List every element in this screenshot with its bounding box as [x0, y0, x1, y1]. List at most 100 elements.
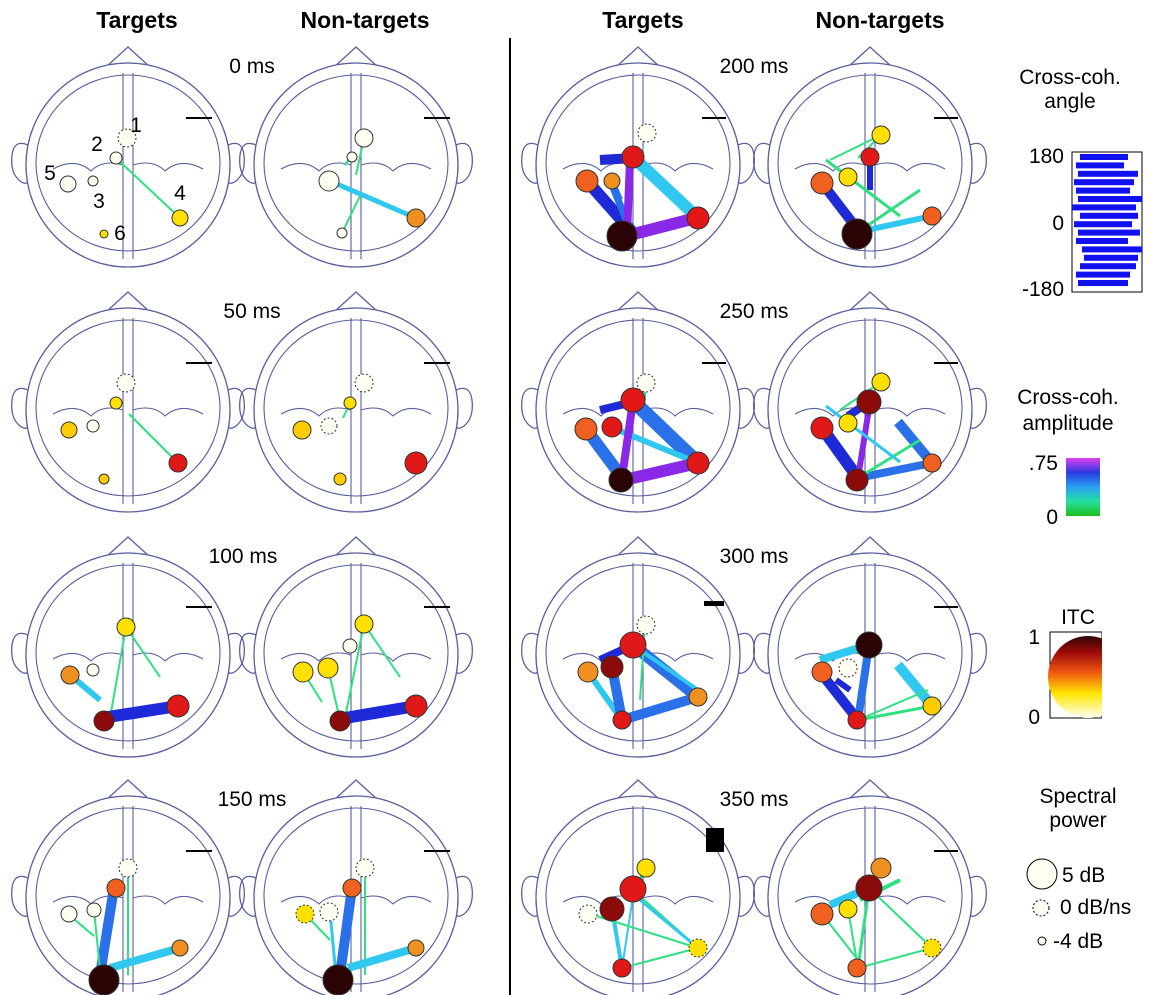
coherence-link — [93, 909, 101, 971]
component-node — [109, 396, 123, 410]
scale-marker — [424, 117, 450, 119]
component-node — [404, 694, 428, 718]
right-sulcus — [360, 162, 432, 172]
right-sulcus — [132, 407, 204, 417]
component-node — [688, 687, 708, 707]
component-node — [318, 170, 340, 192]
scale-marker — [934, 362, 958, 364]
coherence-link — [855, 401, 873, 479]
head-0ms-targets — [11, 46, 245, 268]
component-node — [855, 874, 883, 902]
coherence-link — [621, 889, 635, 969]
power-label-0db: 0 dB/ns — [1060, 896, 1131, 919]
component-node — [600, 655, 624, 679]
component-node — [404, 451, 428, 475]
angle-bar — [1078, 280, 1128, 286]
header-targets-left: Targets — [96, 7, 177, 33]
nose-outline — [615, 291, 661, 313]
component-node — [860, 147, 880, 167]
left-sulcus — [52, 652, 124, 662]
coherence-link — [639, 898, 699, 950]
component-node — [855, 631, 883, 659]
angle-bar — [1074, 179, 1134, 186]
component-node — [407, 939, 425, 957]
coherence-link — [128, 413, 179, 464]
nose-outline — [333, 46, 379, 68]
nose-outline — [615, 779, 661, 801]
left-ear-outline — [753, 632, 773, 674]
power-legend-title-line2: power — [1049, 809, 1106, 832]
component-node — [342, 638, 358, 654]
head-350ms-nontargets — [753, 779, 987, 995]
amplitude-tick-max: .75 — [1029, 452, 1058, 475]
nose-outline — [333, 536, 379, 558]
angle-tick-minus180: -180 — [1022, 278, 1064, 301]
scale-marker — [424, 850, 450, 852]
component-node — [636, 858, 656, 878]
amplitude-legend-title-line2: amplitude — [1022, 412, 1113, 435]
time-label-0ms: 0 ms — [229, 55, 275, 78]
head-200ms-targets — [521, 46, 755, 268]
component-node — [637, 123, 657, 143]
component-label-6: 6 — [114, 222, 126, 245]
angle-tick-0: 0 — [1052, 212, 1064, 235]
left-ear-outline — [239, 387, 259, 429]
time-label-350ms: 350 ms — [720, 788, 789, 811]
left-ear-outline — [521, 875, 541, 917]
brain-outline — [263, 319, 449, 497]
component-node — [838, 413, 858, 433]
angle-bar — [1078, 170, 1138, 177]
right-sulcus — [642, 407, 714, 417]
head-250ms-targets — [521, 291, 755, 513]
component-node — [60, 665, 80, 685]
scale-marker — [704, 601, 724, 606]
brain-outline — [545, 564, 731, 742]
nose-outline — [333, 779, 379, 801]
scale-marker — [186, 606, 212, 608]
angle-bar — [1084, 254, 1138, 261]
coherence-link — [857, 689, 929, 721]
coherence-link — [109, 626, 127, 719]
brain-outline — [545, 74, 731, 252]
angle-bar — [1080, 263, 1136, 270]
time-label-50ms: 50 ms — [223, 300, 280, 323]
scale-marker — [424, 606, 450, 608]
amplitude-legend-title-line1: Cross-coh. — [1017, 386, 1119, 409]
component-node — [601, 416, 623, 438]
component-node — [171, 209, 189, 227]
right-sulcus — [874, 162, 946, 172]
scale-marker — [186, 850, 212, 852]
left-ear-outline — [521, 142, 541, 184]
left-ear-outline — [11, 875, 31, 917]
component-node — [636, 615, 656, 635]
itc-legend-title: ITC — [1061, 606, 1095, 629]
nose-outline — [847, 779, 893, 801]
scale-marker — [186, 117, 212, 119]
power-legend-title-line1: Spectral — [1039, 785, 1116, 808]
component-label-5: 5 — [44, 162, 56, 185]
component-node — [60, 905, 78, 923]
left-ear-outline — [239, 142, 259, 184]
itc-tick-1: 1 — [1028, 626, 1040, 649]
coherence-link — [857, 438, 921, 480]
right-sulcus — [642, 895, 714, 905]
head-350ms-targets — [521, 779, 755, 995]
right-ear-outline — [225, 142, 245, 184]
component-node — [612, 710, 632, 730]
component-node — [838, 167, 858, 187]
component-node — [838, 658, 858, 678]
component-node — [342, 878, 362, 898]
coherence-link — [621, 947, 699, 969]
component-node — [686, 451, 710, 475]
component-node — [86, 902, 102, 918]
head-0ms-nontargets — [239, 46, 473, 268]
angle-bar — [1082, 246, 1142, 253]
scale-marker — [934, 117, 958, 119]
component-node — [575, 169, 599, 193]
head-200ms-nontargets — [753, 46, 987, 268]
head-100ms-nontargets — [239, 536, 473, 758]
header-targets-right: Targets — [602, 7, 683, 33]
coherence-link — [346, 944, 418, 972]
right-sulcus — [360, 407, 432, 417]
